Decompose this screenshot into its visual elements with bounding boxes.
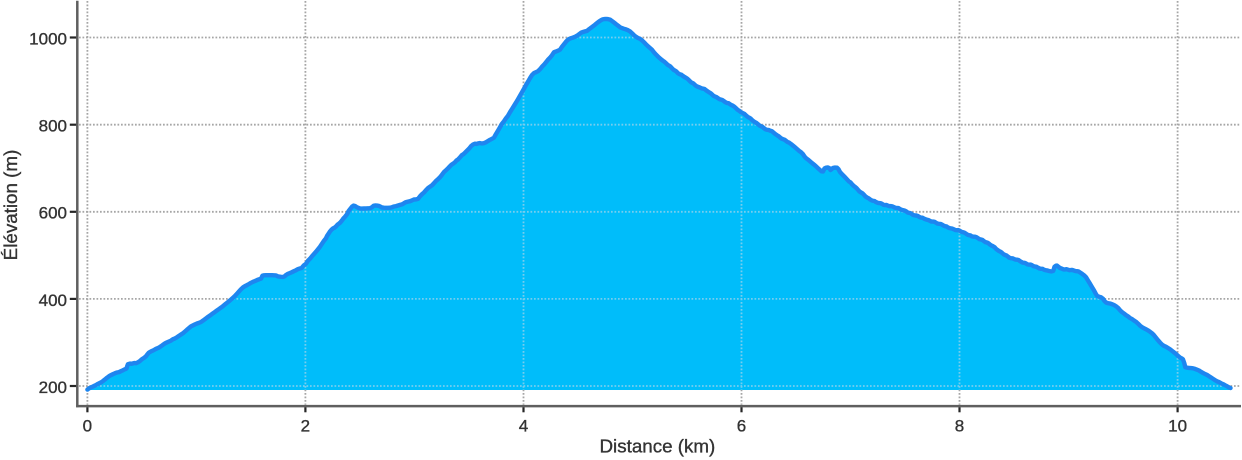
svg-text:600: 600: [39, 204, 67, 223]
svg-text:6: 6: [737, 416, 746, 435]
svg-text:2: 2: [301, 416, 310, 435]
svg-text:200: 200: [39, 378, 67, 397]
svg-text:1000: 1000: [29, 29, 67, 48]
svg-text:10: 10: [1168, 416, 1187, 435]
svg-text:Élévation (m): Élévation (m): [0, 150, 21, 261]
svg-text:0: 0: [83, 416, 92, 435]
svg-text:400: 400: [39, 291, 67, 310]
svg-text:800: 800: [39, 117, 67, 136]
svg-text:Distance (km): Distance (km): [599, 435, 715, 456]
svg-text:8: 8: [955, 416, 964, 435]
svg-text:4: 4: [519, 416, 528, 435]
